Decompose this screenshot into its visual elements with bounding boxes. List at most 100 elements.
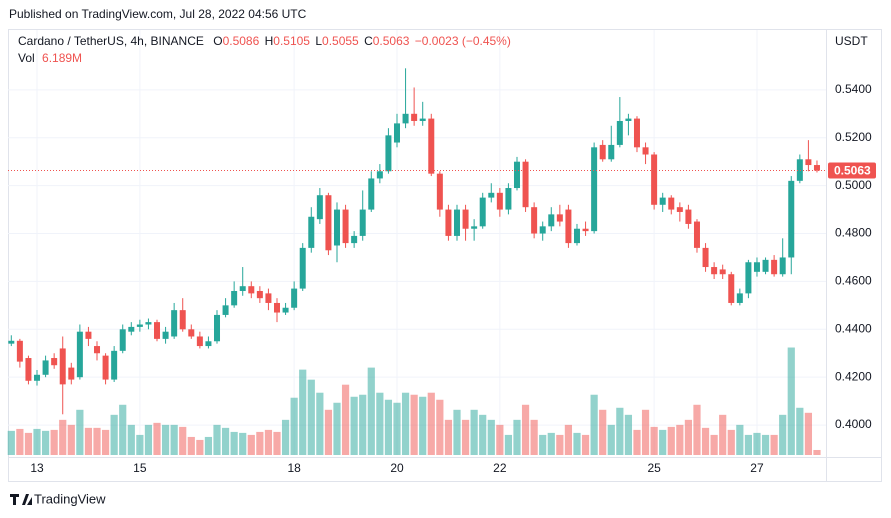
candle-body xyxy=(102,355,109,380)
volume-bar xyxy=(196,439,204,455)
candle-body xyxy=(659,197,666,205)
volume-bar xyxy=(633,429,641,455)
x-tick-label: 27 xyxy=(750,461,764,475)
volume-bar xyxy=(16,428,24,455)
volume-bar xyxy=(359,394,367,455)
volume-bar xyxy=(119,404,127,455)
x-tick-label: 15 xyxy=(133,461,147,475)
candle-body xyxy=(248,286,255,294)
volume-bar xyxy=(341,384,350,455)
volume-bar xyxy=(539,434,547,455)
candle-body xyxy=(651,154,658,205)
volume-bar xyxy=(144,424,153,455)
volume-bar xyxy=(281,419,290,455)
candle-body xyxy=(222,305,229,315)
candle-body xyxy=(771,259,778,275)
candle-body xyxy=(436,173,443,210)
volume-bar xyxy=(50,429,58,455)
candle-body xyxy=(214,314,221,342)
volume-bar xyxy=(581,434,590,455)
volume-bar xyxy=(624,414,633,455)
candle-body xyxy=(531,207,538,234)
candle-body xyxy=(359,209,366,236)
volume-bar xyxy=(496,424,504,455)
volume-bar xyxy=(487,419,495,455)
volume-bar xyxy=(744,434,753,455)
ohlc-value: 0.5105 xyxy=(273,34,310,48)
volume-bar xyxy=(247,434,255,455)
y-tick-label: 0.4400 xyxy=(835,321,872,335)
candle-body xyxy=(711,267,718,275)
candle-body xyxy=(402,113,409,124)
candle-body xyxy=(25,358,32,381)
volume-bar xyxy=(573,432,581,455)
volume-bar xyxy=(136,434,144,455)
volume-bar xyxy=(453,409,461,455)
volume-bar xyxy=(273,431,281,455)
volume-bar xyxy=(33,428,41,455)
last-price-tag xyxy=(828,162,876,179)
candle-body xyxy=(685,209,692,224)
candle-body xyxy=(796,159,803,181)
candle-body xyxy=(171,310,178,337)
candle-body xyxy=(762,259,769,272)
candle-body xyxy=(368,178,375,210)
volume-value: 6.189M xyxy=(42,51,82,65)
tradingview-logo: TradingView xyxy=(10,491,106,506)
volume-bar xyxy=(564,424,573,455)
candle-body xyxy=(411,113,418,121)
candle-body xyxy=(179,310,186,330)
candle-body xyxy=(668,197,675,210)
volume-bar xyxy=(436,399,444,455)
volume-bar xyxy=(770,434,778,455)
candle-body xyxy=(8,340,15,344)
volume-bar xyxy=(753,432,761,455)
candle-body xyxy=(462,209,469,229)
candle-body xyxy=(496,192,503,210)
volume-bar xyxy=(170,424,178,455)
candle-body xyxy=(736,293,743,303)
volume-bar xyxy=(461,419,470,455)
axes: 0.4000 0.4200 0.4400 0.4600 0.4800 0.5000 0.52… xyxy=(30,82,876,475)
candle-body xyxy=(642,147,649,155)
candle-body xyxy=(188,329,195,337)
volume-bar xyxy=(264,429,273,455)
candle-body xyxy=(68,367,75,380)
volume-bar xyxy=(410,394,418,455)
candle-body xyxy=(565,209,572,244)
volume-bar xyxy=(67,424,75,455)
y-tick-label: 0.5200 xyxy=(835,130,872,144)
x-tick-label: 22 xyxy=(493,461,507,475)
candle-body xyxy=(299,247,306,289)
y-tick-label: 0.5000 xyxy=(835,178,872,192)
y-tick-label: 0.4000 xyxy=(835,417,872,431)
y-tick-label: 0.4200 xyxy=(835,369,872,383)
candle-body xyxy=(316,195,323,220)
candle-body xyxy=(719,269,726,275)
candle-body xyxy=(351,235,358,244)
volume-bar xyxy=(556,434,564,455)
candle-body xyxy=(376,171,383,179)
volume-bar xyxy=(650,426,658,455)
candle-body xyxy=(753,262,760,272)
volume-bar xyxy=(230,431,238,455)
volume-bar xyxy=(316,392,324,455)
volume-bar xyxy=(367,367,375,455)
volume-bar xyxy=(479,414,487,455)
candle-body xyxy=(573,228,580,244)
candle-body xyxy=(51,358,58,366)
x-tick-label: 25 xyxy=(647,461,661,475)
candle-body xyxy=(471,226,478,229)
volume-bar xyxy=(719,414,727,455)
volume-bar xyxy=(547,432,555,455)
candle-body xyxy=(145,322,152,325)
grid xyxy=(8,30,826,455)
x-tick-label: 18 xyxy=(287,461,301,475)
volume-bar xyxy=(599,409,607,455)
volume-bar xyxy=(256,431,264,455)
volume-bar xyxy=(324,409,333,455)
candle-body xyxy=(111,350,118,380)
volume-bar xyxy=(41,430,50,455)
volume-bar xyxy=(607,424,615,455)
